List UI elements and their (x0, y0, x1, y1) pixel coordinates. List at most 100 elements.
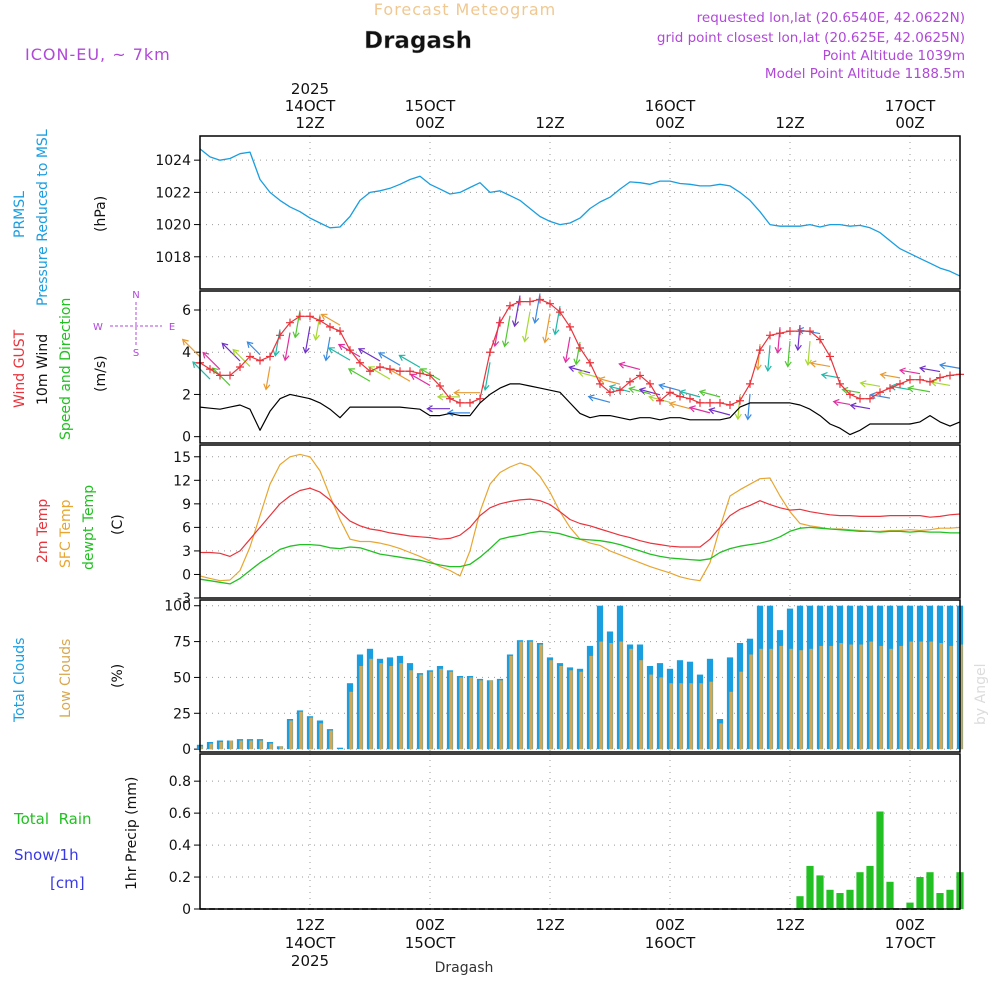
low-cloud-bar (299, 711, 303, 750)
low-cloud-bar (599, 641, 603, 750)
direction-label: Speed and Direction (58, 298, 74, 440)
compass-south: S (133, 348, 139, 359)
low-cloud-bar (839, 643, 843, 750)
location-title: Dragash (364, 28, 472, 54)
low-cloud-bar (659, 677, 663, 750)
clouds-panel: 0 25 50 75 100 (164, 599, 964, 758)
wind-arrow-head (436, 393, 444, 401)
wind-arrow (544, 313, 551, 343)
low-cloud-bar (329, 730, 333, 750)
wind-arrow-head (754, 363, 762, 371)
wind-arrow (514, 295, 521, 327)
rain-bar (876, 811, 884, 909)
gust-marker (256, 356, 264, 365)
wind-arrow (314, 314, 321, 340)
wind-arrow (699, 390, 721, 398)
top-time-label: 12Z (295, 114, 324, 132)
low-cloud-bar (879, 645, 883, 750)
gust-marker (246, 352, 254, 361)
gust-marker (406, 367, 414, 376)
wind-arrow (767, 345, 771, 371)
gust-marker (826, 352, 834, 361)
low-cloud-bar (829, 645, 833, 750)
wind-arrow (810, 362, 831, 368)
low-cloud-bar (449, 671, 453, 750)
rain-label: Total Rain (13, 810, 92, 828)
rain-bar (796, 896, 804, 909)
gust-marker (666, 388, 674, 397)
low-cloud-bar (319, 723, 323, 750)
wind-arrow-head (446, 409, 454, 417)
wind-arrow (669, 402, 691, 410)
wind-arrow (484, 362, 491, 390)
wind-arrow-head (522, 335, 530, 343)
snow-cm-label: [cm] (50, 874, 85, 892)
y-tick-label: 1020 (155, 218, 191, 234)
wind-arrow-head (419, 368, 427, 375)
low-cloud-bar (719, 723, 723, 750)
wind-arrow (534, 293, 541, 323)
gust-marker (946, 371, 954, 380)
low-cloud-bar (479, 680, 483, 750)
wind-arrow (321, 313, 341, 326)
gust-marker (366, 367, 374, 376)
bottom-time-label: 14OCT (285, 934, 336, 952)
wind-arrow-head (618, 361, 626, 369)
wind-arrow-head (820, 371, 828, 380)
gust-marker (446, 394, 454, 403)
gust-marker (916, 375, 924, 384)
y-tick-label: 1022 (155, 185, 191, 201)
y-tick-label: 0 (182, 742, 191, 758)
low-cloud-bar (859, 644, 863, 750)
gust-marker (466, 398, 474, 407)
wind-arrow (304, 326, 311, 353)
rain-bar (886, 881, 894, 909)
gust-marker (486, 348, 494, 357)
wind-arrow-head (573, 358, 581, 366)
wind-arrow (246, 341, 261, 356)
wind-arrow (192, 361, 211, 380)
low-cloud-bar (259, 740, 263, 750)
gust-marker (286, 318, 294, 327)
low-cloud-bar (579, 671, 583, 750)
wind-arrow (325, 336, 331, 361)
gust-marker (646, 379, 654, 388)
gust-marker (706, 398, 714, 407)
low-cloud-bar (759, 648, 763, 750)
low-cloud-bar (699, 683, 703, 750)
dewpt-line (199, 526, 960, 585)
y-tick-label: 0.4 (169, 838, 191, 854)
wind-arrow (348, 368, 371, 382)
wind-arrow-head (552, 328, 560, 336)
wind-arrow-head (320, 313, 328, 320)
wind-arrow (328, 347, 351, 361)
y-tick-label: 25 (173, 706, 191, 722)
wind-arrow-head (658, 382, 666, 390)
gust-marker (626, 377, 634, 386)
pressure-unit: (hPa) (93, 196, 109, 232)
gust-marker (346, 346, 354, 355)
gust-marker (936, 373, 944, 382)
compass-north: N (132, 290, 139, 301)
wind-arrow (378, 352, 401, 366)
wind-arrow (659, 384, 681, 392)
temp2m-label: 2m Temp (35, 499, 51, 563)
gust-marker (296, 312, 304, 321)
wind-arrow-head (698, 389, 706, 397)
gust-marker (926, 377, 934, 386)
low-cloud-bar (779, 645, 783, 750)
bottom-time-label: 17OCT (885, 934, 936, 952)
wind-unit: (m/s) (93, 355, 109, 392)
low-cloud-bar (249, 740, 253, 750)
wind-arrow-head (562, 356, 570, 364)
wind-arrow-head (784, 360, 792, 368)
gust-marker (796, 327, 804, 336)
temp-unit: (C) (110, 514, 126, 535)
low-cloud-bar (709, 681, 713, 750)
wind-arrow-head (608, 384, 616, 392)
wind-arrow-head (907, 385, 915, 393)
wind-arrow-head (221, 342, 229, 350)
wind-arrow-head (938, 362, 946, 370)
wind-arrow-head (292, 331, 300, 339)
